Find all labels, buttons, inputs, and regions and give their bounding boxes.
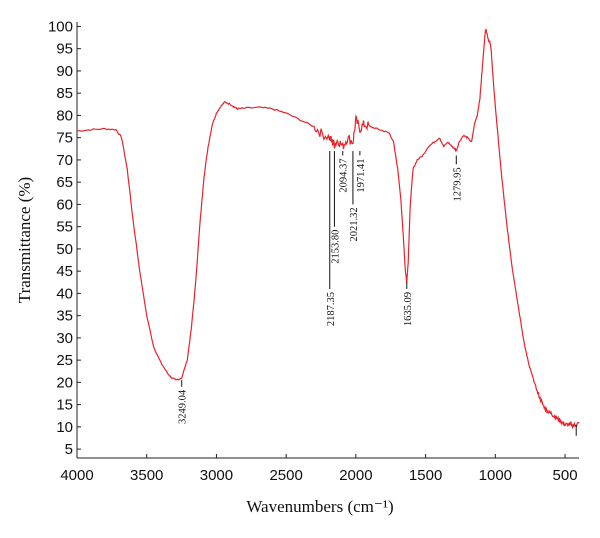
peak-annotations: 3249.04 2187.35 2153.80 2094.37 2021.32 1971.… [178, 151, 577, 436]
x-tick-label: 3500 [130, 467, 163, 484]
y-tick-label: 100 [48, 18, 73, 35]
y-tick-label: 30 [56, 330, 73, 347]
plot-area [76, 22, 579, 459]
peak-label: 2094.37 [339, 158, 350, 192]
y-tick-label: 5 [65, 441, 73, 458]
y-tick-label: 50 [56, 241, 73, 258]
y-tick-label: 90 [56, 63, 73, 80]
x-axis-title: Wavenumbers (cm⁻¹) [246, 497, 393, 516]
peak-label: 1635.09 [403, 292, 414, 326]
y-tick-label: 35 [56, 308, 73, 325]
peak-label: 3249.04 [178, 389, 189, 424]
x-axis-ticks: 4000 3500 3000 2500 2000 1500 1000 500 [60, 454, 578, 484]
y-tick-label: 40 [56, 285, 73, 302]
x-tick-label: 1500 [409, 467, 442, 484]
y-axis-title: Transmittance (%) [15, 177, 34, 303]
y-tick-label: 10 [56, 419, 73, 436]
y-tick-label: 60 [56, 196, 73, 213]
x-tick-label: 2000 [339, 467, 372, 484]
plot-area-background [77, 22, 579, 458]
peak-label: 2153.80 [330, 230, 341, 264]
y-tick-label: 20 [56, 374, 73, 391]
peak-label: 2021.32 [349, 207, 360, 241]
y-tick-label: 15 [56, 397, 73, 414]
x-tick-label: 2500 [269, 467, 302, 484]
y-tick-label: 85 [56, 85, 73, 102]
peak-label: 1971.41 [356, 158, 367, 192]
y-tick-label: 45 [56, 263, 73, 280]
peak-label: 1279.95 [452, 167, 463, 201]
x-tick-label: 1000 [479, 467, 512, 484]
y-tick-label: 70 [56, 152, 73, 169]
y-tick-label: 55 [56, 219, 73, 236]
x-tick-label: 3000 [200, 467, 233, 484]
y-tick-label: 80 [56, 107, 73, 124]
spectrum-series-line [76, 28, 580, 430]
y-axis-ticks: 5 10 15 20 25 30 35 40 45 50 55 60 65 70 75 80 85 90 95 100 [48, 18, 81, 458]
y-tick-label: 25 [56, 352, 73, 369]
y-tick-label: 65 [56, 174, 73, 191]
y-tick-label: 95 [56, 41, 73, 58]
y-tick-label: 75 [56, 130, 73, 147]
peak-label: 2187.35 [326, 292, 337, 326]
x-tick-label: 500 [553, 467, 578, 484]
x-tick-label: 4000 [60, 467, 93, 484]
